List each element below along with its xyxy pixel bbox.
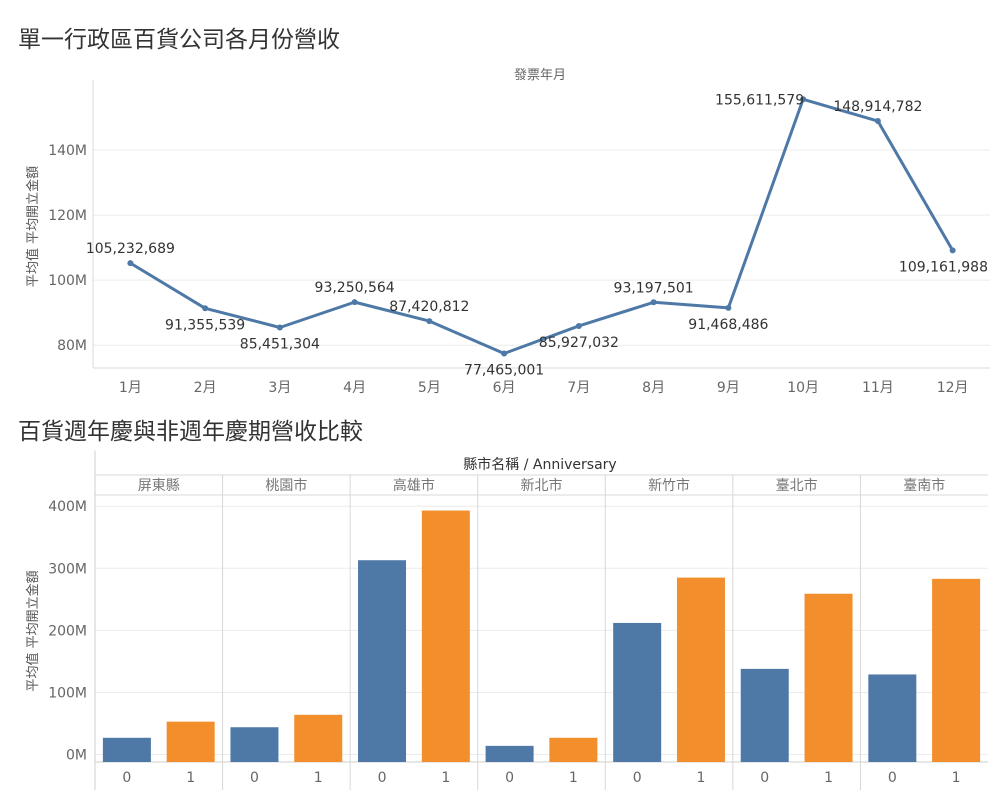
- line-data-point: [202, 305, 209, 312]
- bar-x-tick-label: 1: [824, 770, 833, 786]
- bar-non-anniversary: [740, 668, 789, 762]
- bar-x-tick-label: 1: [186, 770, 195, 786]
- bar-y-tick-label: 100M: [48, 685, 87, 701]
- line-data-label: 91,468,486: [688, 317, 768, 333]
- line-data-label: 155,611,579: [715, 92, 804, 108]
- bar-region-label: 臺北市: [776, 477, 818, 494]
- bar-anniversary: [294, 714, 343, 762]
- line-data-point: [276, 324, 283, 331]
- line-y-tick-label: 140M: [48, 143, 87, 159]
- line-data-label: 91,355,539: [165, 317, 245, 333]
- line-data-point: [725, 304, 732, 311]
- line-data-label: 105,232,689: [86, 241, 175, 257]
- line-data-point: [351, 299, 358, 306]
- line-x-tick-label: 11月: [862, 380, 894, 396]
- bar-x-tick-label: 0: [888, 770, 897, 786]
- bar-y-tick-label: 400M: [48, 499, 87, 515]
- line-x-tick-label: 12月: [937, 380, 969, 396]
- bar-x-tick-label: 0: [250, 770, 259, 786]
- bar-non-anniversary: [230, 727, 279, 762]
- bar-region-label: 高雄市: [393, 477, 435, 494]
- bar-region-label: 桃園市: [265, 477, 307, 494]
- bar-anniversary: [804, 593, 853, 762]
- line-column-header: 發票年月: [514, 68, 566, 83]
- bar-region-label: 屏東縣: [138, 478, 180, 494]
- bar-x-tick-label: 0: [378, 770, 387, 786]
- bar-column-header: 縣市名稱 / Anniversary: [463, 456, 616, 473]
- line-chart-title: 單一行政區百貨公司各月份營收: [18, 27, 340, 53]
- line-data-point: [501, 350, 508, 357]
- bar-x-tick-label: 1: [569, 770, 578, 786]
- bar-x-tick-label: 0: [505, 770, 514, 786]
- line-data-label: 109,161,988: [899, 259, 988, 275]
- bar-non-anniversary: [358, 560, 407, 762]
- bar-anniversary: [421, 510, 470, 762]
- bar-y-tick-label: 200M: [48, 623, 87, 639]
- bar-anniversary: [549, 737, 598, 762]
- line-data-label: 85,927,032: [539, 335, 619, 351]
- bar-x-tick-label: 1: [952, 770, 961, 786]
- bar-non-anniversary: [613, 622, 662, 762]
- bar-region-label: 新北市: [521, 477, 563, 494]
- line-data-label: 93,197,501: [614, 280, 694, 296]
- bar-y-tick-label: 300M: [48, 561, 87, 577]
- bar-non-anniversary: [868, 674, 917, 762]
- line-x-tick-label: 7月: [567, 380, 590, 396]
- line-x-tick-label: 2月: [194, 380, 217, 396]
- line-data-label: 85,451,304: [240, 336, 320, 352]
- line-data-label: 77,465,001: [464, 362, 544, 378]
- line-data-label: 148,914,782: [833, 99, 922, 115]
- line-x-tick-label: 9月: [717, 380, 740, 396]
- line-x-tick-label: 8月: [642, 380, 665, 396]
- bar-non-anniversary: [102, 737, 151, 762]
- line-data-label: 87,420,812: [389, 299, 469, 315]
- bar-x-tick-label: 1: [441, 770, 450, 786]
- line-data-point: [127, 260, 134, 267]
- line-data-point: [426, 318, 433, 325]
- bar-y-axis-title: 平均值 平均開立金額: [25, 570, 41, 691]
- bar-x-tick-label: 1: [697, 770, 706, 786]
- line-data-label: 93,250,564: [315, 280, 395, 296]
- line-y-tick-label: 100M: [48, 273, 87, 289]
- line-data-point: [949, 247, 956, 254]
- bar-y-tick-label: 0M: [66, 748, 87, 764]
- bar-anniversary: [932, 578, 981, 762]
- line-y-axis-title: 平均值 平均開立金額: [25, 166, 41, 287]
- bar-anniversary: [166, 721, 215, 762]
- line-x-tick-label: 6月: [493, 380, 516, 396]
- bar-x-tick-label: 1: [314, 770, 323, 786]
- line-data-point: [575, 322, 582, 329]
- bar-chart-title: 百貨週年慶與非週年慶期營收比較: [18, 419, 363, 445]
- line-data-point: [874, 118, 881, 125]
- anniversary-revenue-bar-chart: 縣市名稱 / Anniversary 0M 100M 200M 300M 400M 平均值 …: [10, 450, 988, 790]
- bar-non-anniversary: [485, 745, 534, 762]
- bar-x-tick-label: 0: [760, 770, 769, 786]
- line-x-tick-label: 5月: [418, 380, 441, 396]
- monthly-revenue-line-chart: 發票年月 80M 100M 120M 140M 平均值 平均開立金額 1月 2月 3月 4月 5月 6…: [25, 68, 990, 396]
- bar-x-tick-label: 0: [122, 770, 131, 786]
- bar-region-label: 新竹市: [648, 477, 690, 494]
- line-x-tick-label: 3月: [268, 380, 291, 396]
- line-data-point: [800, 96, 807, 103]
- line-series: [129, 97, 954, 355]
- line-x-tick-label: 10月: [787, 380, 819, 396]
- bar-anniversary: [676, 577, 725, 762]
- line-x-tick-label: 4月: [343, 380, 366, 396]
- line-y-tick-label: 120M: [48, 208, 87, 224]
- line-y-tick-label: 80M: [57, 338, 87, 354]
- line-data-point: [650, 299, 657, 306]
- line-x-tick-label: 1月: [119, 380, 142, 396]
- bar-region-label: 臺南市: [903, 477, 945, 494]
- bar-x-tick-label: 0: [633, 770, 642, 786]
